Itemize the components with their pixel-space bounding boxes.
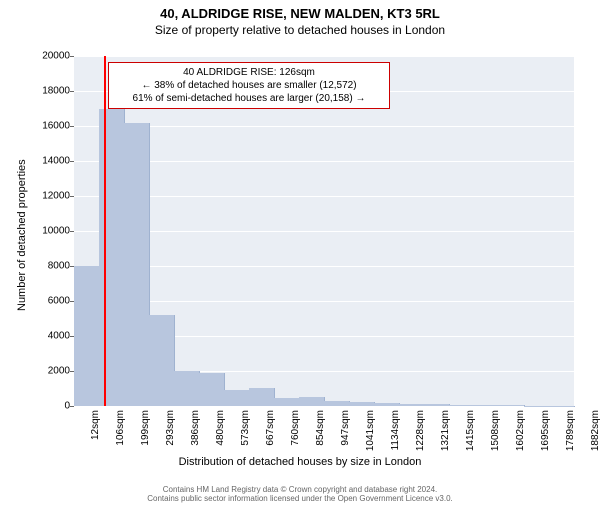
x-tick-label: 293sqm: [165, 410, 176, 446]
x-tick-label: 1508sqm: [490, 410, 501, 451]
x-tick-label: 480sqm: [215, 410, 226, 446]
x-tick-label: 667sqm: [265, 410, 276, 446]
footer-line2: Contains public sector information licen…: [0, 494, 600, 504]
y-tick-label: 2000: [30, 366, 70, 377]
histogram-bar: [349, 402, 375, 406]
marker-annotation: 40 ALDRIDGE RISE: 126sqm ← 38% of detach…: [108, 62, 390, 109]
x-tick-label: 1415sqm: [465, 410, 476, 451]
x-tick-label: 1789sqm: [565, 410, 576, 451]
footer-line1: Contains HM Land Registry data © Crown c…: [0, 485, 600, 495]
y-tick: [70, 196, 74, 197]
y-tick: [70, 91, 74, 92]
y-tick-label: 18000: [30, 86, 70, 97]
x-tick-label: 947sqm: [340, 410, 351, 446]
histogram-bar: [74, 266, 100, 406]
y-tick: [70, 56, 74, 57]
y-tick-label: 10000: [30, 226, 70, 237]
x-tick-label: 760sqm: [290, 410, 301, 446]
y-tick-label: 6000: [30, 296, 70, 307]
histogram-bar: [224, 390, 250, 406]
histogram-bar: [399, 404, 425, 406]
histogram-bar: [99, 109, 125, 407]
histogram-bar: [199, 373, 225, 406]
y-tick-label: 8000: [30, 261, 70, 272]
y-tick: [70, 231, 74, 232]
y-axis-label: Number of detached properties: [16, 159, 28, 311]
y-tick-label: 4000: [30, 331, 70, 342]
annotation-line2: ← 38% of detached houses are smaller (12…: [115, 79, 383, 92]
histogram-bar: [324, 401, 350, 406]
histogram-bar: [474, 405, 500, 406]
chart-title: 40, ALDRIDGE RISE, NEW MALDEN, KT3 5RL: [0, 6, 600, 21]
histogram-bar: [299, 397, 325, 406]
x-tick-label: 1882sqm: [590, 410, 600, 451]
y-tick: [70, 161, 74, 162]
histogram-bar: [124, 123, 150, 407]
y-tick: [70, 126, 74, 127]
chart-subtitle: Size of property relative to detached ho…: [0, 23, 600, 37]
histogram-bar: [174, 371, 200, 406]
annotation-line3: 61% of semi-detached houses are larger (…: [115, 92, 383, 105]
x-tick-label: 1321sqm: [440, 410, 451, 451]
histogram-bar: [499, 405, 525, 406]
x-tick-label: 854sqm: [315, 410, 326, 446]
gridline: [74, 56, 574, 57]
y-tick-label: 0: [30, 401, 70, 412]
x-tick-label: 573sqm: [240, 410, 251, 446]
histogram-bar: [449, 405, 475, 406]
x-tick-label: 1228sqm: [415, 410, 426, 451]
x-tick-label: 1695sqm: [540, 410, 551, 451]
x-axis-label: Distribution of detached houses by size …: [0, 456, 600, 468]
x-tick-label: 1134sqm: [390, 410, 401, 450]
y-tick-label: 14000: [30, 156, 70, 167]
x-tick-label: 386sqm: [190, 410, 201, 446]
x-tick-label: 199sqm: [140, 410, 151, 446]
property-marker-line: [104, 56, 106, 406]
histogram-bar: [374, 403, 400, 406]
y-tick: [70, 406, 74, 407]
histogram-bar: [149, 315, 175, 406]
histogram-bar: [274, 398, 300, 406]
x-tick-label: 12sqm: [90, 410, 101, 440]
y-tick-label: 20000: [30, 51, 70, 62]
x-tick-label: 106sqm: [115, 410, 126, 446]
histogram-bar: [424, 404, 450, 406]
x-tick-label: 1041sqm: [365, 410, 376, 451]
x-tick-label: 1602sqm: [515, 410, 526, 451]
histogram-bar: [249, 388, 275, 406]
y-tick-label: 12000: [30, 191, 70, 202]
y-tick-label: 16000: [30, 121, 70, 132]
annotation-line1: 40 ALDRIDGE RISE: 126sqm: [115, 66, 383, 79]
footer-credits: Contains HM Land Registry data © Crown c…: [0, 485, 600, 504]
gridline: [74, 406, 574, 407]
